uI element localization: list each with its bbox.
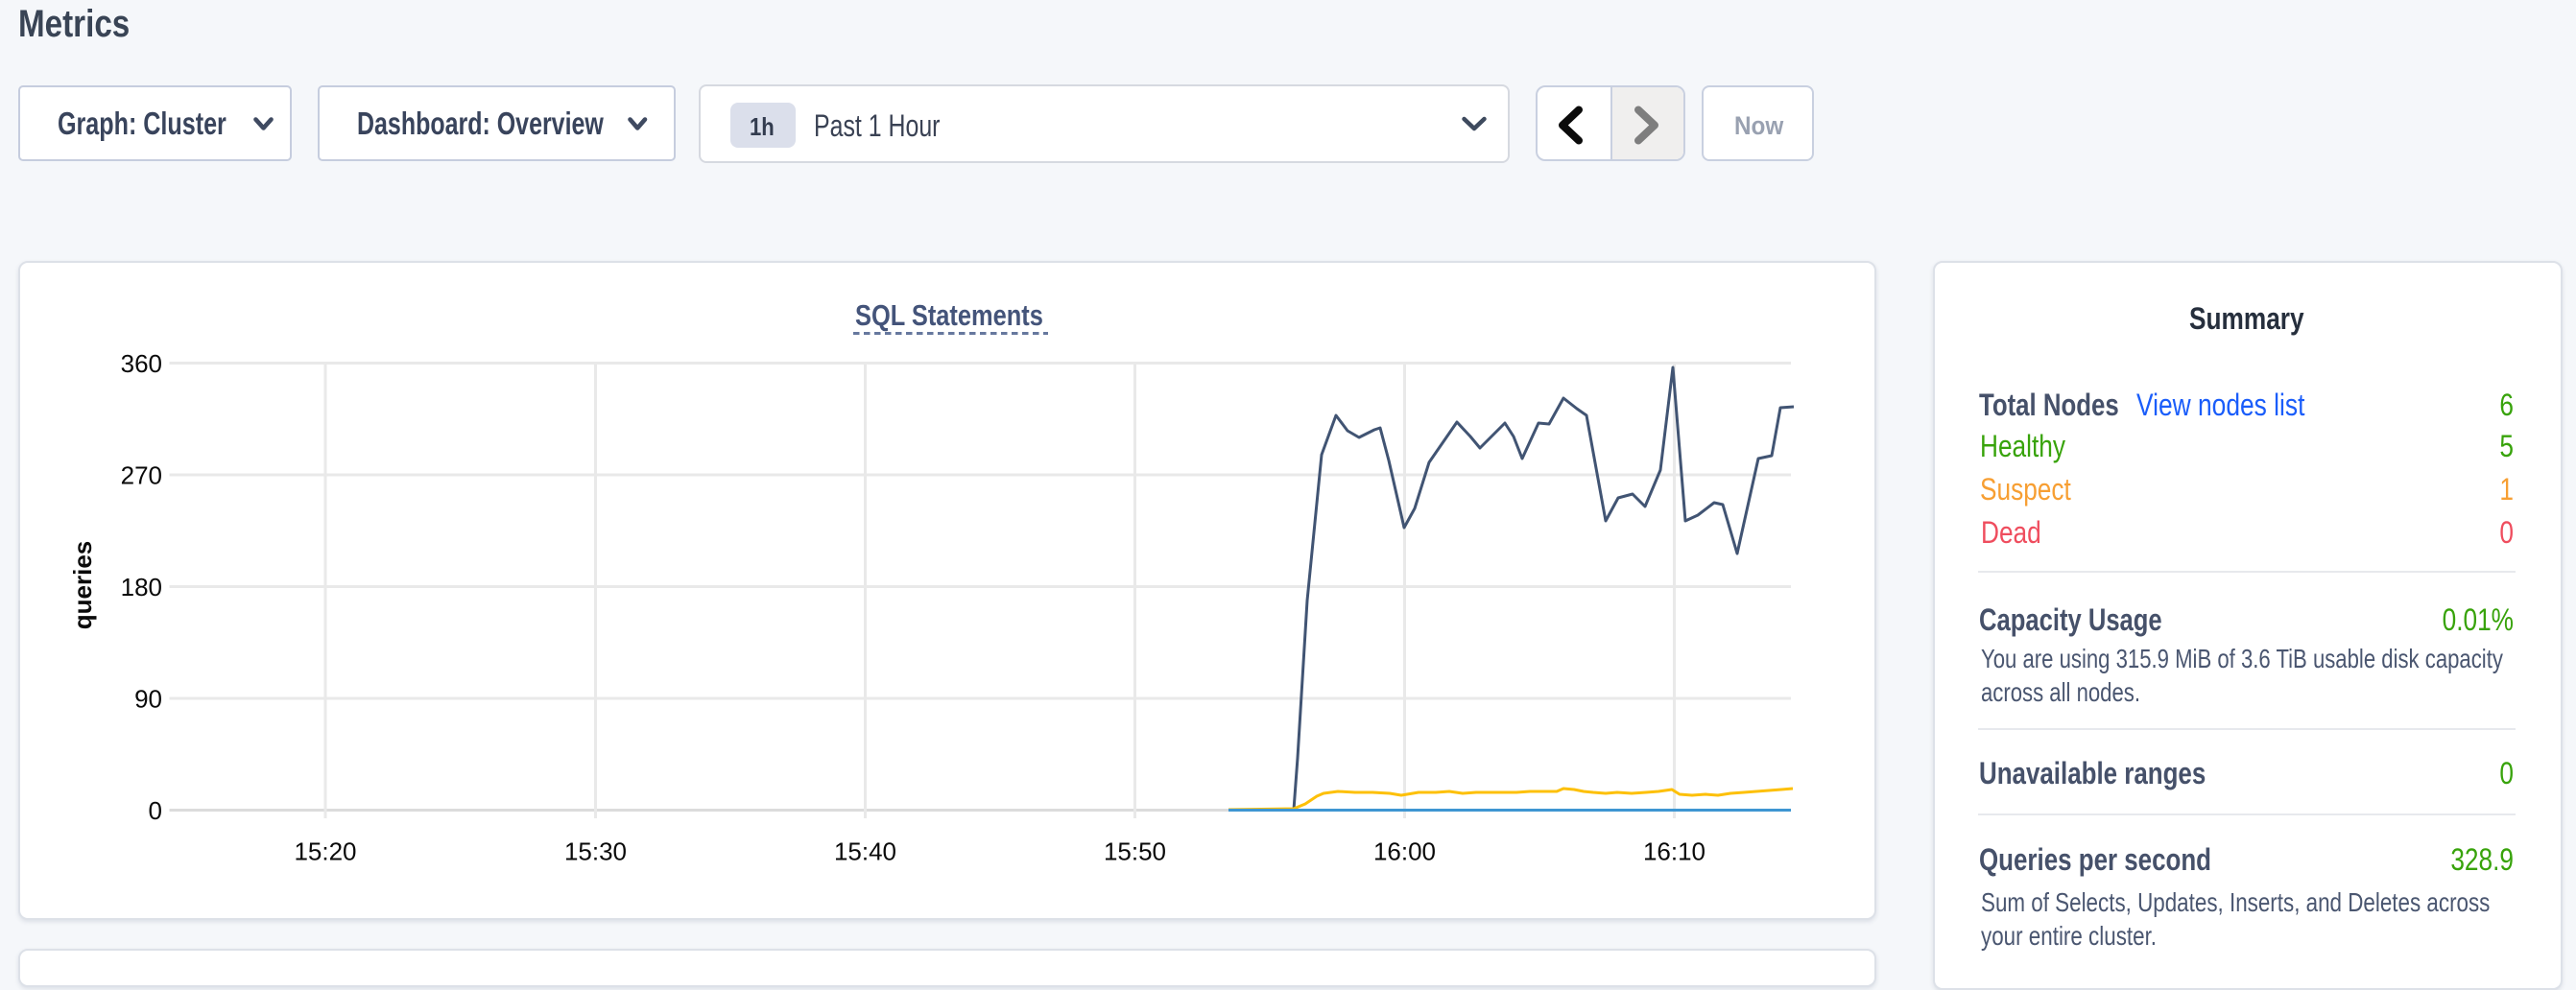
svg-text:15:50: 15:50 <box>1104 837 1166 865</box>
svg-text:15:20: 15:20 <box>294 837 356 865</box>
svg-text:16:10: 16:10 <box>1643 837 1705 865</box>
svg-text:16:00: 16:00 <box>1373 837 1436 865</box>
svg-text:15:30: 15:30 <box>564 837 627 865</box>
svg-text:0: 0 <box>149 796 162 825</box>
svg-text:queries: queries <box>68 541 97 630</box>
svg-text:360: 360 <box>121 349 162 378</box>
svg-text:15:40: 15:40 <box>834 837 896 865</box>
svg-text:270: 270 <box>121 461 162 490</box>
svg-text:90: 90 <box>134 685 162 714</box>
svg-text:180: 180 <box>121 573 162 601</box>
